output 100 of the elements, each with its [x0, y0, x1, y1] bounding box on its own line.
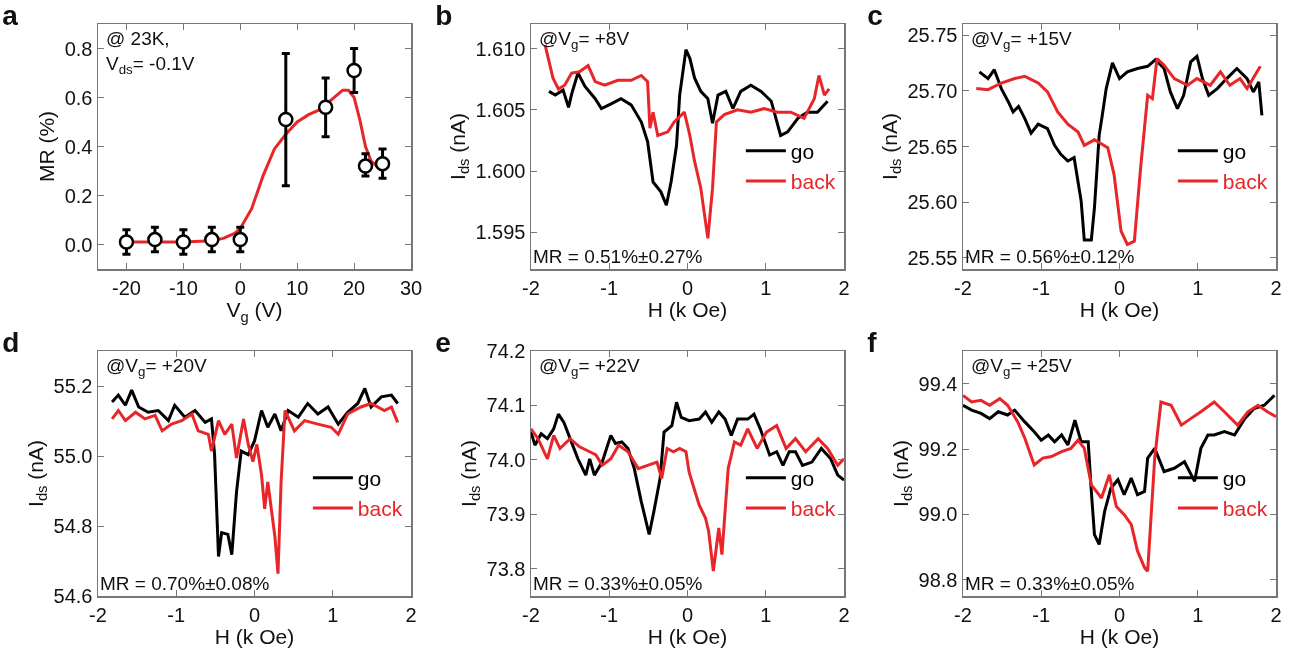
point: [357, 158, 374, 174]
legend-label: go: [790, 139, 814, 163]
y-tick-label: 73.8: [486, 557, 526, 580]
annotation: MR = 0.70%±0.08%: [100, 572, 270, 594]
legend-label: go: [1223, 466, 1247, 490]
x-tick-label: -2: [954, 276, 973, 299]
x-tick-label: 2: [1270, 603, 1282, 625]
y-tick-label: 0.4: [64, 135, 93, 158]
y-tick-label: 55.2: [53, 374, 93, 397]
point: [175, 234, 192, 250]
x-tick-label: 0: [234, 276, 246, 299]
y-tick-label: 54.8: [53, 514, 93, 537]
y-tick-label: 73.9: [486, 502, 526, 525]
x-tick-label: 2: [838, 276, 850, 299]
y-tick-label: 1.610: [475, 37, 526, 60]
point: [147, 231, 163, 248]
legend-label: back: [790, 496, 836, 520]
legend-label: go: [357, 466, 382, 490]
x-tick-label: 0: [1114, 276, 1126, 299]
x-axis-title: H (k Oe): [647, 625, 727, 648]
chart-title: f: [867, 326, 878, 357]
x-tick-label: 1: [759, 276, 771, 299]
line-series: [110, 401, 400, 575]
line-series: [530, 423, 844, 572]
line-series: [110, 386, 400, 558]
x-tick-label: -10: [168, 276, 198, 299]
point: [346, 62, 362, 79]
y-tick-label: 99.0: [918, 502, 958, 525]
x-tick-label: 2: [405, 603, 417, 625]
annotation: MR = 0.33%±0.05%: [965, 572, 1135, 594]
annotation: @V$_{g}$= +20V: [106, 354, 207, 379]
x-axis-title: H (k Oe): [647, 298, 727, 322]
x-tick-label: 0: [681, 276, 693, 299]
y-axis-title: MR (%): [35, 110, 59, 183]
annotation: MR = 0.33%±0.05%: [532, 572, 703, 594]
x-tick-label: 1: [1192, 603, 1204, 625]
x-tick-label: -1: [1032, 603, 1051, 625]
legend-label: back: [357, 496, 403, 520]
annotation: MR = 0.56%±0.12%: [965, 246, 1135, 267]
annotation: @V$_{g}$= +22V: [538, 354, 640, 379]
y-tick-label: 1.595: [475, 221, 526, 244]
x-tick-label: 10: [286, 276, 309, 299]
x-tick-label: -2: [954, 603, 973, 625]
y-tick-label: 74.1: [486, 393, 526, 416]
y-tick-label: 25.55: [907, 246, 958, 269]
x-axis-title: H (k Oe): [214, 625, 295, 648]
y-tick-label: 0.6: [64, 86, 93, 109]
annotation: @V$_{g}$= +25V: [971, 354, 1073, 379]
x-tick-label: 30: [399, 276, 423, 299]
x-tick-label: 1: [759, 603, 771, 625]
y-tick-label: 1.600: [475, 160, 526, 182]
x-axis-title: H (k Oe): [1080, 625, 1160, 648]
point: [374, 155, 391, 172]
x-tick-label: 20: [342, 276, 366, 299]
x-tick-label: -20: [112, 276, 141, 299]
y-tick-label: 0.0: [64, 233, 93, 256]
y-tick-label: 74.2: [486, 339, 526, 362]
x-tick-label: 1: [327, 603, 339, 625]
chart-title: b: [434, 0, 452, 31]
chart-title: d: [2, 326, 20, 357]
y-tick-label: 0.8: [64, 37, 93, 60]
point: [118, 234, 135, 250]
x-tick-label: 0: [681, 603, 693, 625]
chart-title: c: [867, 0, 884, 31]
annotation: @V$_{g}$= +15V: [971, 28, 1073, 52]
y-tick-label: 99.2: [918, 437, 958, 460]
chart-title: e: [434, 326, 451, 357]
x-axis-title: H (k Oe): [1080, 298, 1160, 322]
x-tick-label: -2: [521, 276, 540, 299]
y-tick-label: 99.4: [918, 372, 958, 395]
x-axis-title: V$_{g}$ (V): [226, 298, 283, 325]
chart-title: a: [2, 0, 19, 31]
x-tick-label: -1: [1032, 276, 1051, 299]
x-tick-label: 0: [248, 603, 261, 625]
y-tick-label: 1.605: [475, 98, 526, 121]
x-tick-label: -1: [167, 603, 186, 625]
point: [317, 99, 334, 116]
legend-label: back: [1223, 170, 1269, 194]
x-tick-label: -1: [600, 603, 618, 625]
legend-label: go: [790, 466, 814, 490]
annotation: @V$_{g}$= +8V: [538, 28, 630, 52]
point: [278, 111, 294, 128]
annotation: MR = 0.51%±0.27%: [532, 246, 703, 267]
y-tick-label: 25.65: [907, 135, 958, 158]
y-tick-label: 74.0: [486, 448, 526, 471]
y-tick-label: 0.2: [64, 184, 93, 207]
legend-label: back: [1223, 496, 1269, 520]
y-tick-label: 25.60: [907, 191, 958, 214]
x-tick-label: 2: [838, 603, 850, 625]
y-tick-label: 55.0: [53, 444, 93, 467]
x-tick-label: 0: [1114, 603, 1126, 625]
x-tick-label: -1: [600, 276, 618, 299]
y-tick-label: 25.70: [907, 79, 958, 102]
line-series: [530, 400, 844, 536]
x-tick-label: -2: [521, 603, 540, 625]
x-tick-label: 2: [1270, 276, 1282, 299]
point: [232, 231, 249, 248]
point: [204, 231, 220, 248]
legend-label: back: [790, 170, 836, 194]
legend-label: go: [1223, 139, 1247, 163]
